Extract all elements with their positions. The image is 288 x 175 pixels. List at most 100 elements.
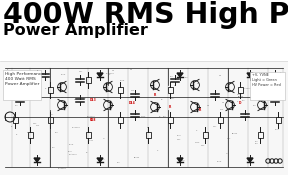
Text: Power Amplifier: Power Amplifier <box>3 23 148 38</box>
Text: 4.7k: 4.7k <box>36 125 41 126</box>
Text: C2: C2 <box>159 116 161 117</box>
Bar <box>27 132 33 138</box>
Text: D4: D4 <box>129 113 132 114</box>
Text: 0.33: 0.33 <box>201 145 205 146</box>
Bar <box>168 87 173 93</box>
Text: D4: D4 <box>130 69 132 70</box>
Text: 4.7k: 4.7k <box>219 109 224 110</box>
Bar <box>217 117 223 123</box>
Text: 10μF: 10μF <box>68 151 73 152</box>
Text: R1: R1 <box>11 126 14 127</box>
Text: C2: C2 <box>86 152 89 153</box>
Bar <box>12 87 18 93</box>
Text: 0.1μF: 0.1μF <box>141 116 146 117</box>
Text: R: R <box>199 108 201 112</box>
Text: 2SA1295: 2SA1295 <box>242 88 251 89</box>
Text: 4.7k: 4.7k <box>10 117 15 118</box>
Bar <box>48 87 52 93</box>
Text: R5: R5 <box>147 127 149 128</box>
Text: 0.33: 0.33 <box>227 138 232 139</box>
Text: Q3: Q3 <box>222 102 225 103</box>
Bar <box>257 132 262 138</box>
Text: D13: D13 <box>90 98 96 102</box>
Text: R28: R28 <box>90 118 96 122</box>
Text: BC556: BC556 <box>134 157 141 158</box>
Text: BC546: BC546 <box>232 133 238 134</box>
Text: BC556: BC556 <box>23 74 29 75</box>
Text: 1k: 1k <box>196 130 198 131</box>
Text: 0.33: 0.33 <box>177 139 181 140</box>
Text: 220: 220 <box>255 143 259 144</box>
Bar <box>145 132 151 138</box>
Text: R: R <box>169 105 171 109</box>
Bar <box>86 77 90 83</box>
Text: 0.47: 0.47 <box>213 126 217 127</box>
Bar <box>238 87 242 93</box>
Text: 220: 220 <box>182 160 186 161</box>
Text: 33k: 33k <box>15 105 18 106</box>
Text: D: D <box>239 101 241 105</box>
Polygon shape <box>34 158 40 162</box>
Text: 10μF: 10μF <box>275 129 280 130</box>
Text: C6: C6 <box>103 138 106 139</box>
Text: R5: R5 <box>280 72 282 73</box>
Text: BC556: BC556 <box>238 96 244 97</box>
Bar <box>168 117 173 123</box>
Bar <box>3 70 41 100</box>
Bar <box>250 72 285 100</box>
Text: 100Ω: 100Ω <box>61 74 66 75</box>
Text: 47k: 47k <box>185 77 188 78</box>
Text: 0.47: 0.47 <box>50 114 54 115</box>
Text: R5: R5 <box>108 102 111 103</box>
Text: 2SA1295: 2SA1295 <box>87 116 96 117</box>
Text: D4: D4 <box>197 83 200 84</box>
Text: C6: C6 <box>22 96 25 97</box>
Bar <box>202 132 207 138</box>
Text: Q3: Q3 <box>174 85 177 86</box>
Bar <box>276 87 281 93</box>
Text: 100Ω: 100Ω <box>217 161 222 162</box>
Text: R1: R1 <box>16 134 18 135</box>
Text: 47k: 47k <box>102 159 105 160</box>
Text: Q3: Q3 <box>260 81 263 82</box>
Text: 2SA1295: 2SA1295 <box>69 154 78 155</box>
Text: 100Ω: 100Ω <box>69 144 74 145</box>
Text: 100Ω: 100Ω <box>120 80 125 81</box>
Text: 0.1μF: 0.1μF <box>18 71 24 72</box>
Text: 47k: 47k <box>253 105 257 106</box>
Text: Q3: Q3 <box>61 97 64 98</box>
Text: R1: R1 <box>7 69 10 70</box>
Bar <box>276 117 281 123</box>
Text: 33k: 33k <box>206 132 209 133</box>
Text: 33k: 33k <box>255 141 258 142</box>
Text: 10μF: 10μF <box>176 135 181 136</box>
Polygon shape <box>177 73 183 77</box>
Bar <box>118 87 122 93</box>
Text: 220: 220 <box>55 132 59 133</box>
Polygon shape <box>177 158 183 162</box>
Text: 2SC3264: 2SC3264 <box>72 127 81 128</box>
Text: 4.7k: 4.7k <box>131 90 135 91</box>
Text: 220: 220 <box>170 76 174 77</box>
Bar <box>118 117 122 123</box>
Text: 33k: 33k <box>117 162 120 163</box>
Text: 0.1μF: 0.1μF <box>195 142 200 143</box>
Text: 47k: 47k <box>52 147 56 148</box>
Polygon shape <box>34 73 40 77</box>
Polygon shape <box>97 73 103 77</box>
Text: 1k: 1k <box>236 101 239 102</box>
Text: 0.47: 0.47 <box>79 71 83 72</box>
Text: R: R <box>154 93 156 97</box>
Polygon shape <box>247 73 253 77</box>
Text: Q3: Q3 <box>111 70 114 71</box>
Text: D14: D14 <box>129 101 135 105</box>
Text: Q3: Q3 <box>74 99 77 100</box>
Text: 220: 220 <box>162 116 166 117</box>
Text: 1k: 1k <box>157 150 159 151</box>
Text: D4: D4 <box>219 75 222 76</box>
Text: Q3: Q3 <box>206 105 209 106</box>
Bar <box>86 132 90 138</box>
Text: R5: R5 <box>161 99 164 100</box>
Bar <box>0 0 288 61</box>
Text: +V, YVNE
Light = Green
HV Power = Red: +V, YVNE Light = Green HV Power = Red <box>252 73 281 87</box>
